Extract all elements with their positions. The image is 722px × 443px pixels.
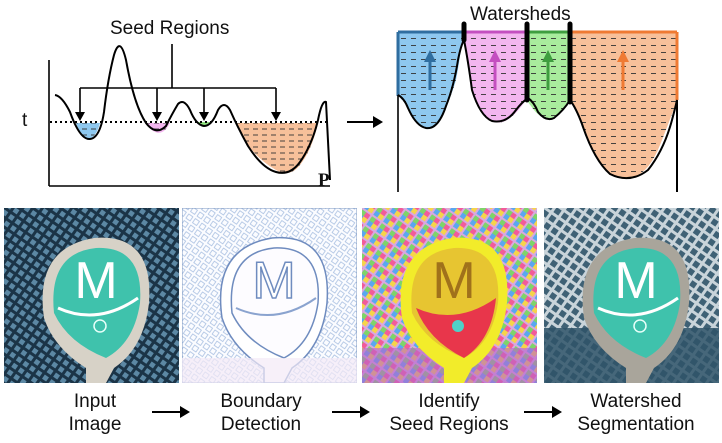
up-arrow-green (542, 50, 554, 90)
step-line1: Identify (418, 391, 480, 412)
seed-regions-graph (48, 44, 331, 187)
badge-letter: M (74, 252, 117, 310)
terrain-profile (54, 45, 331, 181)
step-line2: Image (68, 414, 122, 435)
step-line2: Seed Regions (389, 414, 509, 435)
seed-bracket (79, 44, 277, 114)
arrow-icon (524, 406, 562, 418)
step-line1: Input (73, 391, 117, 412)
watershed-terrain (397, 37, 678, 192)
position-label: P (318, 170, 330, 191)
step-input-image: Input Image (50, 390, 140, 436)
up-arrow-orange (617, 50, 629, 90)
arrow-icon (152, 406, 190, 418)
step-identify-seed-regions: Identify Seed Regions (384, 390, 514, 436)
watersheds-title: Watersheds (470, 4, 571, 25)
seed-regions-panel: M (362, 208, 537, 383)
watershed-segmentation-panel: M (544, 208, 719, 383)
dam-lines (461, 21, 573, 105)
input-image-panel: M (4, 208, 179, 383)
up-arrow-blue (424, 50, 436, 90)
step-watershed-segmentation: Watershed Segmentation (566, 390, 706, 436)
badge-letter: M (432, 252, 475, 310)
threshold-label: t (22, 110, 28, 131)
step-line2: Detection (220, 414, 302, 435)
step-line1: Boundary (220, 391, 302, 412)
badge-letter: M (252, 252, 295, 310)
arrow-icon (347, 116, 383, 128)
seed-regions-title: Seed Regions (110, 18, 230, 39)
boundary-detection-panel: M (182, 208, 357, 383)
step-line2: Segmentation (577, 414, 695, 435)
arrow-icon (332, 406, 370, 418)
step-line1: Watershed (590, 391, 682, 412)
badge-letter: M (614, 252, 657, 310)
step-boundary-detection: Boundary Detection (206, 390, 316, 436)
seed-arrowheads (75, 112, 281, 121)
watersheds-graph (396, 21, 679, 192)
up-arrow-pink (489, 50, 501, 90)
